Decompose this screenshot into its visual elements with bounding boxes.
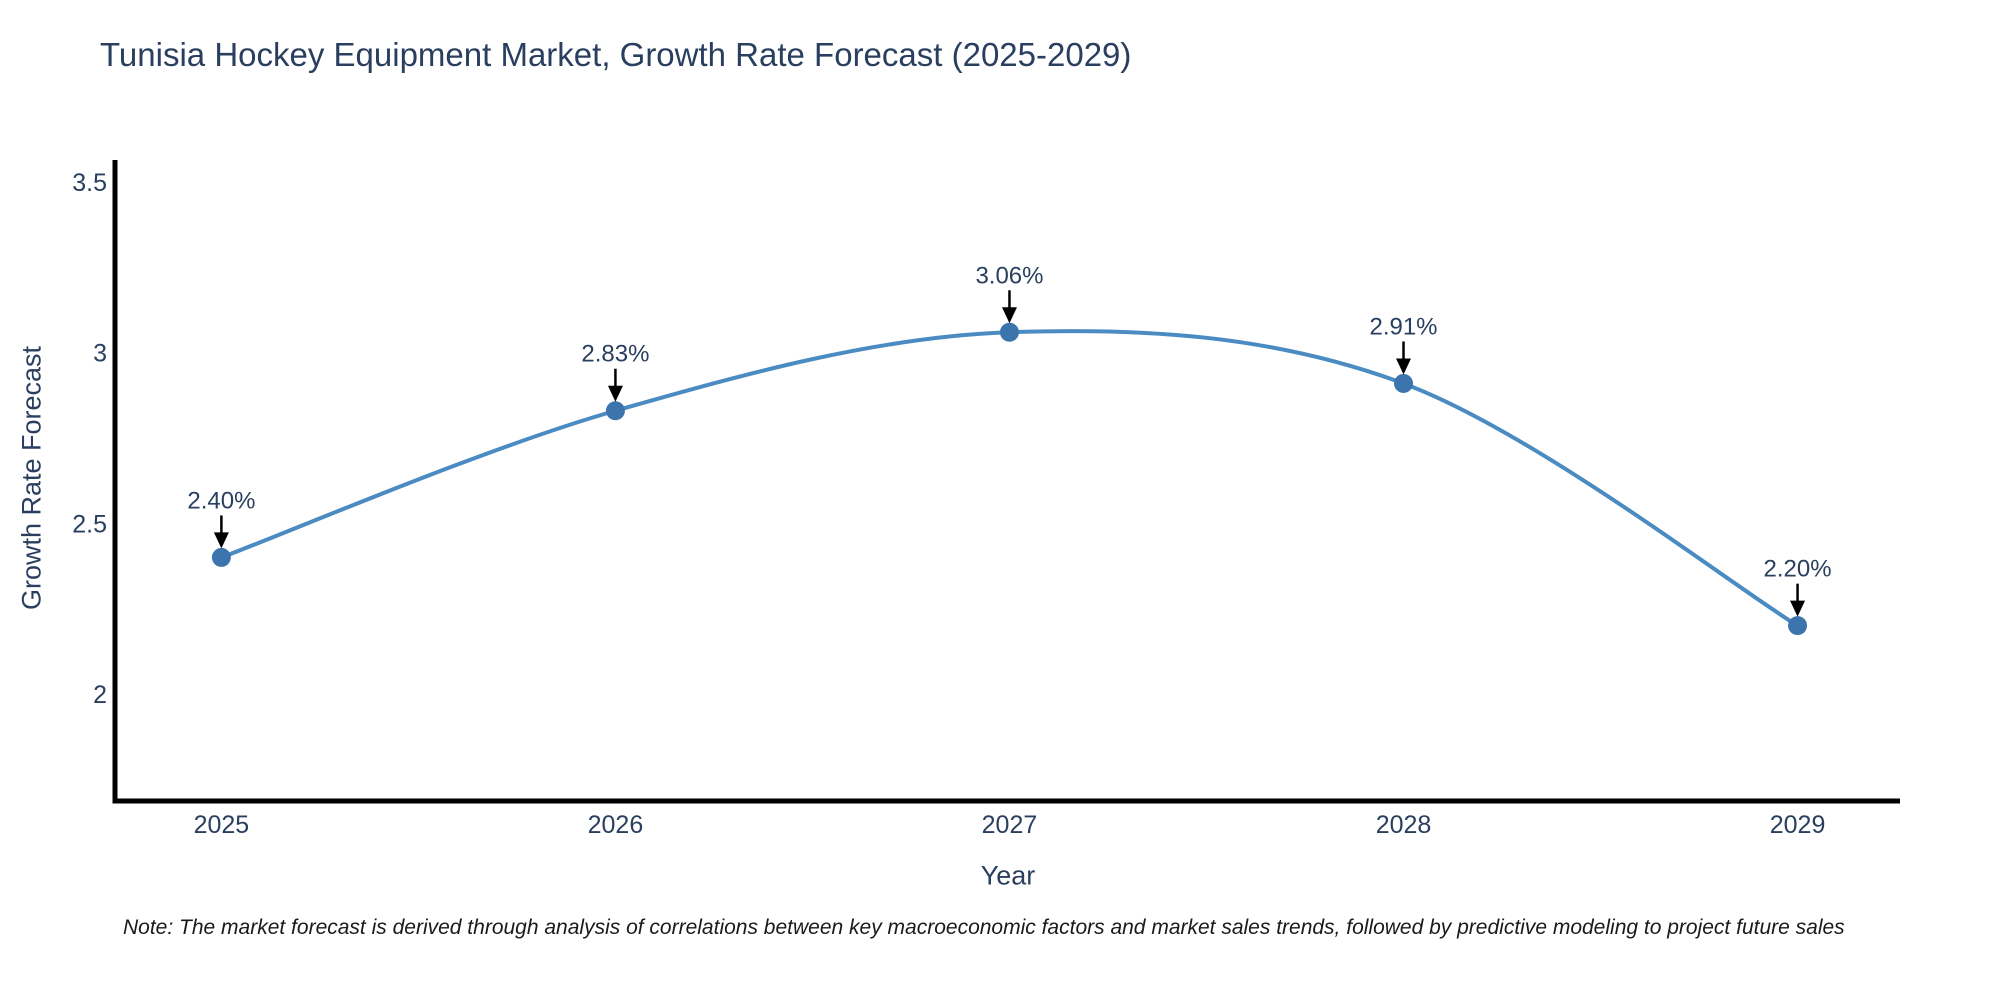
x-tick-label-2028: 2028 <box>1376 811 1432 839</box>
data-point-marker-2028 <box>1394 373 1414 393</box>
forecast-line <box>219 329 1800 628</box>
y-tick-label-2: 2 <box>93 681 107 709</box>
y-tick-label-3: 3 <box>93 340 107 368</box>
data-point-marker-2029 <box>1788 616 1808 636</box>
x-tick-label-2025: 2025 <box>194 811 250 839</box>
annotation-arrowhead-2027 <box>1001 307 1017 324</box>
point-label-2029: 2.20% <box>1764 556 1832 583</box>
data-point-marker-2026 <box>605 401 625 421</box>
y-tick-label-2.5: 2.5 <box>72 510 107 538</box>
y-tick-label-3.5: 3.5 <box>72 169 107 197</box>
point-label-2028: 2.91% <box>1369 313 1437 340</box>
y-axis-label: Growth Rate Forecast <box>16 345 47 611</box>
point-label-2027: 3.06% <box>975 262 1043 289</box>
x-tick-label-2029: 2029 <box>1770 811 1826 839</box>
point-label-2025: 2.40% <box>187 487 255 514</box>
data-point-marker-2027 <box>999 322 1019 342</box>
chart-title: Tunisia Hockey Equipment Market, Growth … <box>100 36 1132 73</box>
annotation-arrowhead-2026 <box>607 385 623 402</box>
x-tick-label-2027: 2027 <box>982 811 1038 839</box>
data-point-marker-2025 <box>211 547 231 567</box>
annotation-arrowhead-2029 <box>1790 600 1806 617</box>
point-label-2026: 2.83% <box>581 341 649 368</box>
x-tick-label-2026: 2026 <box>588 811 644 839</box>
chart-footnote: Note: The market forecast is derived thr… <box>123 916 1845 939</box>
x-axis-label: Year <box>980 860 1036 891</box>
annotation-arrowhead-2025 <box>213 532 229 549</box>
annotation-arrowhead-2028 <box>1396 358 1412 375</box>
